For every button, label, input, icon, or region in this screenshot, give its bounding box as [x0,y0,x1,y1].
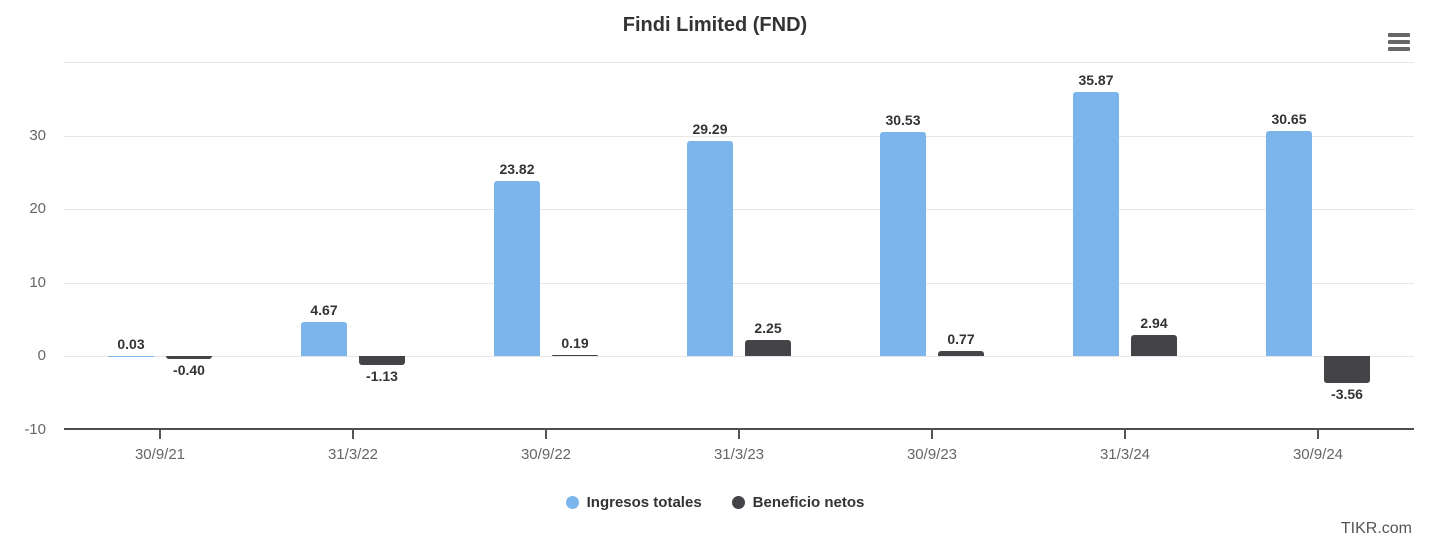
x-axis-line [64,428,1414,430]
x-axis-label: 31/3/22 [327,446,379,463]
bar-beneficio-netos[interactable] [166,356,212,360]
bar-beneficio-netos[interactable] [552,355,598,357]
value-label: 2.94 [1140,315,1168,331]
chart-title: Findi Limited (FND) [622,14,808,36]
value-label: 2.25 [754,320,782,336]
x-axis-tick [352,430,354,439]
bar-beneficio-netos[interactable] [1131,334,1177,357]
y-axis-label: 10 [29,274,46,291]
y-axis-label: 30 [29,127,46,144]
bar-ingresos-totales[interactable] [1266,130,1312,357]
value-label: 35.87 [1078,72,1114,88]
y-axis-label: 20 [29,200,46,217]
x-axis-tick [931,430,933,439]
gridline-30 [64,136,1414,137]
gridline-0 [64,356,1414,357]
x-axis-tick [159,430,161,439]
bar-ingresos-totales[interactable] [880,131,926,357]
bar-ingresos-totales[interactable] [494,181,540,357]
y-axis-label: 0 [37,347,46,364]
bar-beneficio-netos[interactable] [938,350,984,357]
x-axis-tick [1317,430,1319,439]
x-axis-label: 31/3/23 [713,446,765,463]
value-label: 0.77 [947,331,975,347]
value-label: 0.03 [117,336,145,352]
legend-item-ingresos-totales[interactable]: Ingresos totales [565,494,702,511]
legend-label: Ingresos totales [586,494,702,511]
gridline-10 [64,283,1414,284]
y-axis-label: -10 [24,421,46,438]
chart-menu-button[interactable] [1384,26,1414,58]
legend-label: Beneficio netos [752,494,865,511]
legend-item-beneficio-netos[interactable]: Beneficio netos [731,494,865,511]
plot-area: -10 0 10 20 30 30/9/21 31/3/22 30/9/22 31/3/23 30… [24,62,1414,463]
x-axis-label: 30/9/24 [1292,446,1344,463]
value-label: -0.40 [173,362,205,378]
bar-beneficio-netos[interactable] [1324,356,1370,383]
value-label: 30.53 [885,112,921,128]
bar-ingresos-totales[interactable] [1073,92,1119,357]
value-label: -3.56 [1331,386,1363,402]
hamburger-icon [1388,33,1410,51]
value-label: 30.65 [1271,111,1307,127]
x-axis-label: 31/3/24 [1099,446,1151,463]
x-axis-tick [545,430,547,439]
value-label: 4.67 [310,302,338,318]
bar-beneficio-netos[interactable] [745,339,791,357]
legend-marker-icon [565,496,579,509]
x-axis-tick [1124,430,1126,439]
value-label: -1.13 [366,368,398,384]
x-axis-label: 30/9/23 [906,446,958,463]
legend-marker-icon [731,496,745,509]
bar-beneficio-netos[interactable] [359,356,405,365]
bar-ingresos-totales[interactable] [687,140,733,357]
value-label: 29.29 [692,121,728,137]
bar-ingresos-totales[interactable] [301,322,347,357]
tikr-watermark: TIKR.com [1340,520,1412,537]
gridline-40 [64,62,1414,63]
legend: Ingresos totales Beneficio netos [0,494,1430,511]
x-axis-label: 30/9/22 [520,446,572,463]
x-axis-tick [738,430,740,439]
x-axis-label: 30/9/21 [134,446,186,463]
value-label: 23.82 [499,161,535,177]
value-label: 0.19 [561,335,589,351]
gridline-20 [64,209,1414,210]
